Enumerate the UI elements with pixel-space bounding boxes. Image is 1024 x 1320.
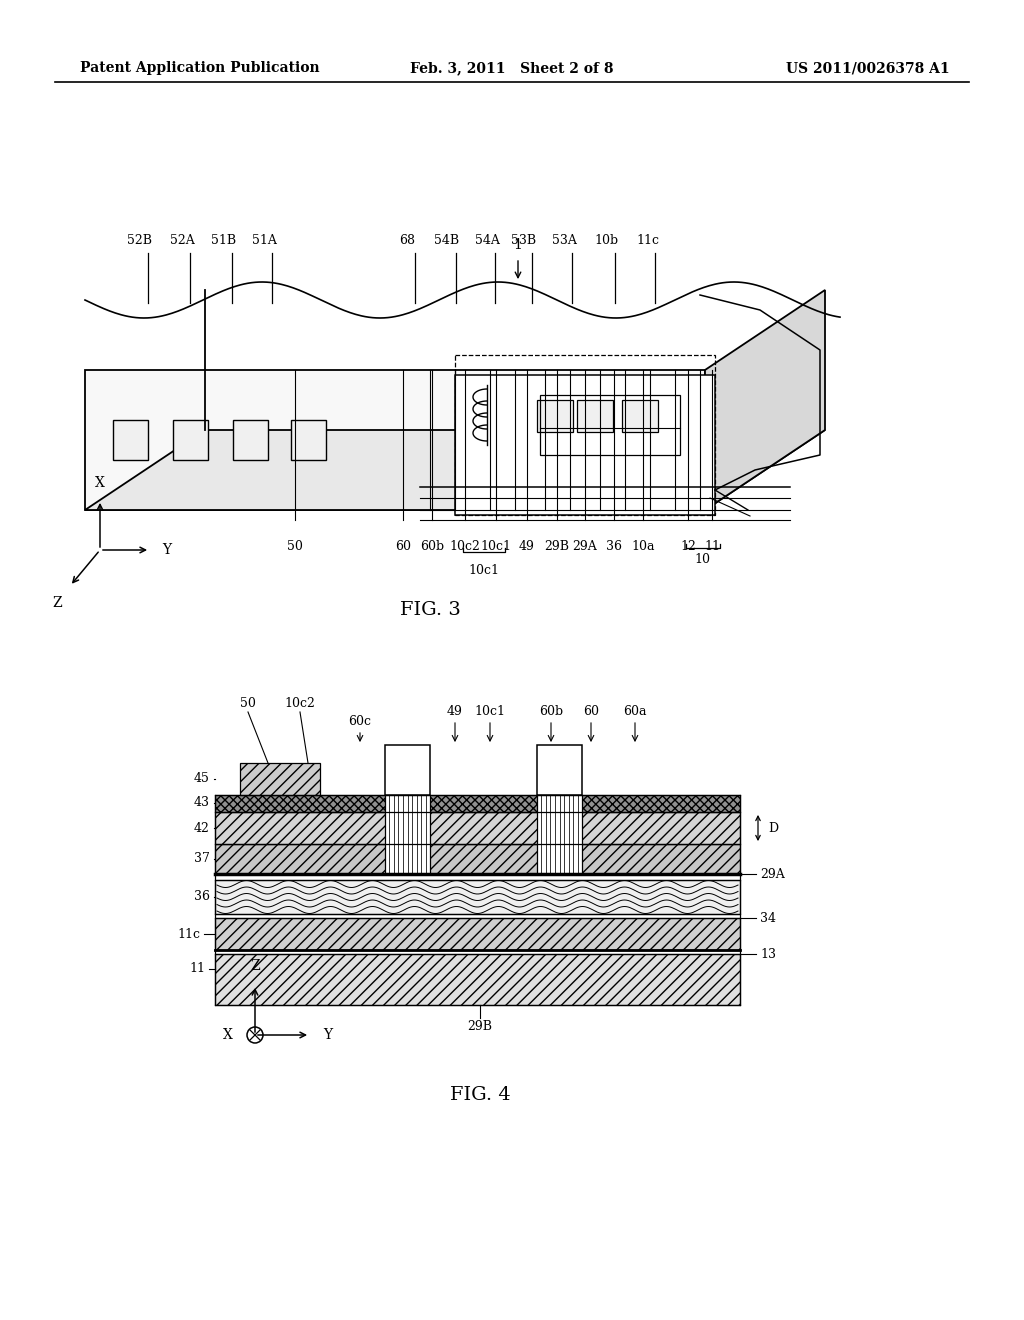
- Text: X: X: [223, 1028, 233, 1041]
- Text: Patent Application Publication: Patent Application Publication: [80, 61, 319, 75]
- Text: Z: Z: [250, 960, 260, 973]
- Text: 36: 36: [606, 540, 622, 553]
- Text: 29A: 29A: [760, 867, 784, 880]
- Text: 49: 49: [519, 540, 535, 553]
- Bar: [537, 400, 573, 432]
- Bar: [173, 420, 208, 459]
- Text: Y: Y: [323, 1028, 332, 1041]
- Polygon shape: [215, 880, 740, 913]
- Text: 12: 12: [680, 540, 696, 553]
- Text: 51A: 51A: [252, 234, 276, 247]
- Text: 34: 34: [760, 912, 776, 924]
- Text: 11: 11: [705, 540, 720, 553]
- Text: 11c: 11c: [177, 928, 200, 940]
- Bar: [622, 400, 658, 432]
- Text: 51B: 51B: [211, 234, 237, 247]
- Text: 10c2: 10c2: [450, 540, 480, 553]
- Text: 10a: 10a: [631, 540, 654, 553]
- Text: 11c: 11c: [637, 234, 659, 247]
- Text: 68: 68: [399, 234, 415, 247]
- Text: 10c1: 10c1: [480, 540, 512, 553]
- Polygon shape: [240, 763, 319, 795]
- Text: 49: 49: [447, 705, 463, 718]
- Text: 54B: 54B: [434, 234, 460, 247]
- Text: 13: 13: [760, 948, 776, 961]
- Polygon shape: [215, 917, 740, 950]
- Text: 1: 1: [514, 238, 522, 252]
- Text: Y: Y: [162, 543, 171, 557]
- Text: 50: 50: [240, 697, 256, 710]
- Text: 37: 37: [195, 853, 210, 866]
- Text: FIG. 3: FIG. 3: [399, 601, 461, 619]
- Text: 45: 45: [195, 772, 210, 785]
- Text: 50: 50: [287, 540, 303, 553]
- Bar: [113, 420, 148, 459]
- Text: Feb. 3, 2011   Sheet 2 of 8: Feb. 3, 2011 Sheet 2 of 8: [411, 61, 613, 75]
- Text: D: D: [768, 821, 778, 834]
- Text: 53A: 53A: [552, 234, 577, 247]
- Text: 60c: 60c: [348, 715, 372, 729]
- Polygon shape: [215, 795, 740, 812]
- Text: 10c1: 10c1: [474, 705, 506, 718]
- Polygon shape: [705, 290, 825, 510]
- Text: FIG. 4: FIG. 4: [450, 1086, 510, 1104]
- Text: 42: 42: [195, 821, 210, 834]
- Text: 60b: 60b: [539, 705, 563, 718]
- Bar: [577, 400, 613, 432]
- Bar: [291, 420, 326, 459]
- Polygon shape: [85, 370, 705, 510]
- Text: Z: Z: [52, 597, 62, 610]
- Polygon shape: [215, 843, 740, 874]
- Polygon shape: [537, 795, 582, 874]
- Polygon shape: [455, 375, 715, 515]
- Text: 29A: 29A: [572, 540, 597, 553]
- Text: US 2011/0026378 A1: US 2011/0026378 A1: [786, 61, 950, 75]
- Text: 29B: 29B: [545, 540, 569, 553]
- Text: 54A: 54A: [474, 234, 500, 247]
- Text: 60b: 60b: [420, 540, 444, 553]
- Text: 11: 11: [189, 962, 205, 975]
- Text: 60: 60: [395, 540, 411, 553]
- Polygon shape: [537, 744, 582, 795]
- Polygon shape: [385, 795, 430, 874]
- Text: X: X: [95, 477, 104, 490]
- Text: 10c1: 10c1: [469, 564, 500, 577]
- Text: 10c2: 10c2: [285, 697, 315, 710]
- Text: 53B: 53B: [511, 234, 537, 247]
- Circle shape: [247, 1027, 263, 1043]
- Text: 60a: 60a: [624, 705, 647, 718]
- Text: 36: 36: [194, 891, 210, 903]
- Polygon shape: [215, 812, 740, 843]
- Text: 10b: 10b: [595, 234, 620, 247]
- Text: 52A: 52A: [170, 234, 195, 247]
- Polygon shape: [85, 430, 825, 510]
- Polygon shape: [215, 954, 740, 1005]
- Text: 52B: 52B: [128, 234, 153, 247]
- Bar: [233, 420, 268, 459]
- Polygon shape: [385, 744, 430, 795]
- Text: 29B: 29B: [468, 1020, 493, 1034]
- Text: 43: 43: [194, 796, 210, 809]
- Text: 60: 60: [583, 705, 599, 718]
- Text: 10: 10: [694, 553, 710, 566]
